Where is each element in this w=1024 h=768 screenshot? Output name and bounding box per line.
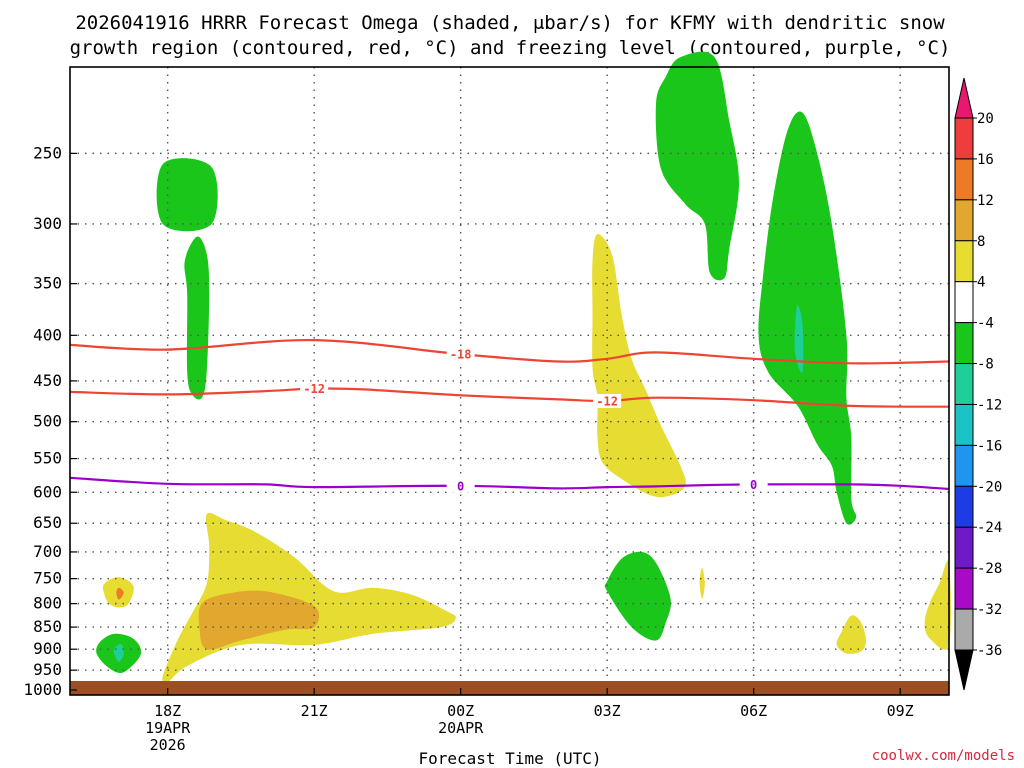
colorbar-box-4 bbox=[954, 281, 974, 324]
colorbar-label-5: -4 bbox=[977, 316, 994, 332]
colorbar-label-8: -16 bbox=[977, 438, 1002, 454]
y-tick-label-650: 650 bbox=[33, 513, 62, 532]
omega-region-descent-03z-column bbox=[592, 234, 686, 498]
colorbar-label-2: 12 bbox=[977, 193, 994, 209]
credit-text: coolwx.com/models bbox=[872, 748, 1015, 764]
y-tick-label-500: 500 bbox=[33, 412, 62, 431]
temperature-contours: -18 -12 -12 0 0 bbox=[69, 338, 950, 493]
contour-label-freezing_level-0: 0 bbox=[457, 479, 464, 493]
omega-region-descent-10z-edge bbox=[924, 560, 951, 650]
omega-region-ascent-18z-upper bbox=[156, 158, 218, 232]
colorbar-box-3 bbox=[954, 240, 974, 283]
colorbar-label-3: 8 bbox=[977, 234, 985, 250]
colorbar-box-1 bbox=[954, 158, 974, 201]
colorbar-top-arrow bbox=[954, 77, 974, 119]
colorbar-label-10: -24 bbox=[977, 520, 1002, 536]
omega-region-ascent-17z-core bbox=[113, 643, 124, 662]
colorbar-box-5 bbox=[954, 322, 974, 365]
x-tick-label-1-0: 21Z bbox=[301, 702, 328, 720]
colorbar-label-12: -32 bbox=[977, 602, 1002, 618]
contour-label-dgz_minus12-0: -12 bbox=[303, 382, 325, 396]
colorbar-box-0 bbox=[954, 117, 974, 160]
y-tick-label-350: 350 bbox=[33, 274, 62, 293]
x-tick-label-0-2: 2026 bbox=[150, 736, 186, 754]
y-tick-label-800: 800 bbox=[33, 594, 62, 613]
colorbar-label-1: 16 bbox=[977, 152, 994, 168]
chart-title-line-1: 2026041916 HRRR Forecast Omega (shaded, … bbox=[75, 12, 945, 34]
contour-dgz_minus18 bbox=[69, 338, 950, 365]
x-tick-label-4-0: 06Z bbox=[740, 702, 767, 720]
y-tick-label-400: 400 bbox=[33, 325, 62, 344]
contour-label-bg-freezing_level-0 bbox=[446, 478, 475, 493]
colorbar-label-0: 20 bbox=[977, 111, 994, 127]
colorbar-label-4: 4 bbox=[977, 275, 985, 291]
contour-label-bg-dgz_minus12-1 bbox=[593, 394, 622, 409]
colorbar-label-9: -20 bbox=[977, 479, 1002, 495]
contour-label-bg-dgz_minus12-0 bbox=[300, 381, 329, 396]
contour-label-dgz_minus18-0: -18 bbox=[450, 348, 472, 362]
x-tick-label-2-1: 20APR bbox=[438, 719, 484, 737]
omega-region-ascent-07z-core bbox=[794, 305, 804, 374]
omega-region-descent-05z-sliver bbox=[699, 568, 705, 599]
colorbar-box-11 bbox=[954, 567, 974, 610]
y-tick-label-550: 550 bbox=[33, 449, 62, 468]
omega-region-descent-19z-core bbox=[198, 590, 320, 650]
colorbar-box-8 bbox=[954, 444, 974, 487]
colorbar-label-13: -36 bbox=[977, 643, 1002, 659]
colorbar: 20 16 12 8 4 -4 -8 -12 -16 -20 -24 -28 -32 -36 bbox=[954, 77, 1002, 691]
x-tick-label-0-0: 18Z bbox=[154, 702, 181, 720]
colorbar-bottom-arrow bbox=[954, 649, 974, 691]
omega-region-ascent-04z-upper bbox=[655, 51, 739, 281]
colorbar-label-6: -8 bbox=[977, 357, 994, 373]
colorbar-box-9 bbox=[954, 485, 974, 528]
colorbar-box-6 bbox=[954, 363, 974, 405]
y-tick-label-1000: 1000 bbox=[23, 680, 62, 699]
contour-label-bg-freezing_level-1 bbox=[739, 477, 768, 492]
y-tick-label-900: 900 bbox=[33, 639, 62, 658]
omega-region-descent-17z-core bbox=[116, 587, 124, 600]
x-tick-label-5-0: 09Z bbox=[887, 702, 914, 720]
y-tick-label-250: 250 bbox=[33, 143, 62, 162]
contour-freezing_level bbox=[69, 476, 950, 491]
y-tick-label-850: 850 bbox=[33, 617, 62, 636]
x-axis-label: Forecast Time (UTC) bbox=[418, 749, 601, 768]
plot-area: -18 -12 -12 0 0 bbox=[69, 51, 951, 696]
contour-label-freezing_level-1: 0 bbox=[750, 478, 757, 492]
chart-title-line-2: growth region (contoured, red, °C) and f… bbox=[70, 37, 951, 59]
x-tick-label-2-0: 00Z bbox=[447, 702, 474, 720]
colorbar-box-2 bbox=[954, 199, 974, 242]
colorbar-label-7: -12 bbox=[977, 397, 1002, 413]
x-tick-label-3-0: 03Z bbox=[594, 702, 621, 720]
y-tick-label-450: 450 bbox=[33, 371, 62, 390]
contour-label-bg-dgz_minus18-0 bbox=[446, 347, 475, 362]
omega-region-ascent-19z-column bbox=[184, 236, 210, 400]
y-axis: 250 300 350 400 450 500 550 600 650 700 750 800 850 9… bbox=[23, 143, 77, 699]
y-tick-label-950: 950 bbox=[33, 660, 62, 679]
omega-shading bbox=[96, 51, 951, 683]
colorbar-box-7 bbox=[954, 403, 974, 446]
y-tick-label-700: 700 bbox=[33, 542, 62, 561]
omega-region-descent-08z-small bbox=[836, 615, 866, 654]
colorbar-box-12 bbox=[954, 608, 974, 651]
colorbar-label-11: -28 bbox=[977, 561, 1002, 577]
y-tick-label-600: 600 bbox=[33, 482, 62, 501]
y-tick-label-750: 750 bbox=[33, 569, 62, 588]
contour-dgz_minus12 bbox=[69, 387, 950, 408]
omega-region-ascent-07z-column bbox=[758, 111, 857, 525]
x-tick-label-0-1: 19APR bbox=[145, 719, 191, 737]
ground-surface bbox=[70, 681, 949, 695]
contour-label-dgz_minus12-1: -12 bbox=[596, 395, 618, 409]
colorbar-box-10 bbox=[954, 526, 974, 569]
y-tick-label-300: 300 bbox=[33, 214, 62, 233]
omega-region-ascent-04z-low bbox=[604, 551, 672, 641]
